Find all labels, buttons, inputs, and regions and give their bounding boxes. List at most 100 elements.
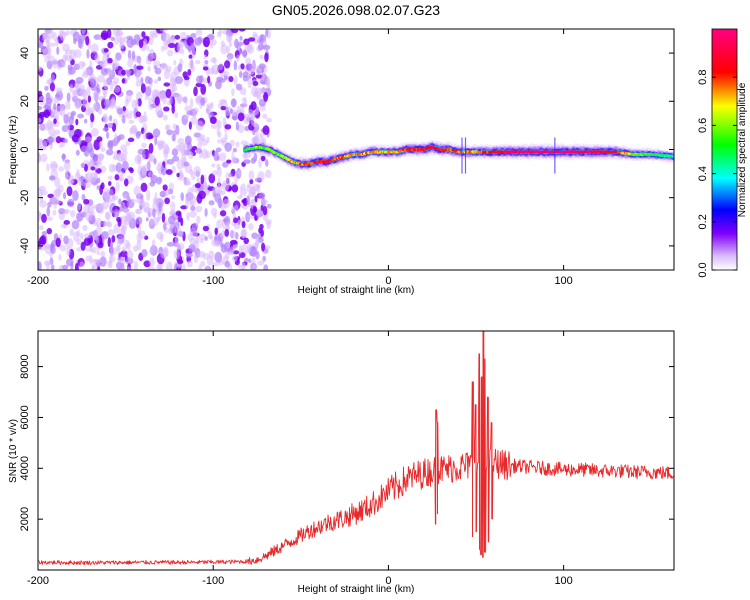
- noise-speckle: [38, 244, 46, 251]
- noise-speckle: [120, 50, 126, 55]
- noise-speckle: [96, 83, 100, 92]
- chart-title: GN05.2026.098.02.07.G23: [271, 2, 441, 18]
- noise-speckle: [180, 217, 184, 227]
- noise-speckle: [248, 73, 252, 79]
- noise-speckle: [210, 207, 218, 216]
- noise-speckle: [256, 95, 262, 100]
- noise-speckle: [40, 45, 48, 55]
- noise-speckle: [198, 264, 203, 270]
- noise-speckle: [160, 45, 165, 52]
- noise-speckle: [129, 126, 138, 134]
- noise-speckle: [107, 229, 115, 236]
- noise-speckle: [186, 141, 192, 152]
- noise-speckle: [188, 243, 196, 253]
- noise-speckle: [148, 152, 153, 162]
- snr-x-tick-label: -200: [27, 575, 49, 587]
- noise-speckle: [166, 49, 174, 57]
- noise-speckle: [171, 86, 175, 97]
- noise-speckle: [148, 34, 154, 46]
- noise-speckle: [217, 197, 223, 209]
- noise-speckle: [206, 105, 211, 115]
- noise-speckle: [231, 206, 236, 212]
- noise-speckle: [54, 105, 63, 116]
- noise-speckle: [42, 123, 51, 131]
- noise-speckle: [224, 228, 230, 237]
- noise-speckle: [238, 71, 243, 79]
- noise-speckle: [233, 60, 238, 71]
- noise-speckle: [193, 165, 201, 176]
- noise-speckle: [208, 173, 216, 184]
- snr-y-tick-label: 2000: [19, 507, 31, 531]
- noise-speckle: [55, 87, 63, 94]
- noise-speckle: [86, 86, 91, 97]
- noise-speckle: [171, 134, 176, 142]
- noise-speckle: [240, 243, 249, 255]
- noise-speckle: [38, 123, 44, 130]
- noise-speckle: [124, 69, 132, 74]
- noise-speckle: [205, 190, 210, 196]
- noise-speckle: [121, 160, 129, 171]
- noise-speckle: [147, 65, 151, 72]
- colorbar-tick-label: 0.8: [697, 70, 709, 85]
- noise-speckle: [96, 136, 103, 143]
- noise-speckle: [48, 55, 55, 64]
- noise-speckle: [205, 266, 210, 270]
- noise-speckle: [154, 79, 158, 84]
- noise-speckle: [177, 63, 183, 73]
- noise-speckle: [100, 250, 106, 257]
- noise-speckle: [133, 185, 141, 196]
- noise-speckle: [69, 119, 74, 125]
- noise-speckle: [126, 249, 134, 260]
- noise-speckle: [262, 125, 270, 136]
- noise-speckle: [74, 81, 80, 90]
- noise-speckle: [166, 158, 175, 165]
- snr-series-line: [38, 331, 674, 566]
- noise-speckle: [151, 53, 157, 59]
- noise-speckle: [114, 132, 118, 144]
- noise-speckle: [44, 244, 52, 249]
- noise-speckle: [149, 217, 154, 226]
- noise-speckle: [242, 49, 248, 59]
- noise-speckle: [191, 222, 199, 231]
- noise-speckle: [157, 143, 163, 151]
- noise-speckle: [260, 204, 264, 212]
- noise-speckle: [72, 90, 79, 99]
- colorbar-tick-label: 0.6: [697, 118, 709, 133]
- noise-speckle: [224, 60, 231, 69]
- spectrogram-y-ticks: -40 -20 0 20 40: [19, 47, 674, 254]
- noise-speckle: [163, 68, 171, 80]
- noise-speckle: [63, 235, 69, 245]
- noise-speckle: [259, 135, 264, 144]
- noise-speckle: [229, 230, 237, 239]
- noise-speckle: [126, 35, 133, 41]
- noise-speckle: [159, 29, 168, 32]
- noise-speckle: [238, 29, 246, 32]
- noise-speckle: [56, 46, 60, 55]
- noise-speckle: [123, 178, 129, 187]
- colorbar-tick-label: 0.4: [697, 166, 709, 181]
- noise-speckle: [229, 108, 233, 115]
- noise-speckle: [243, 38, 250, 46]
- noise-speckle: [193, 132, 202, 138]
- noise-speckle: [55, 237, 61, 248]
- noise-speckle: [195, 147, 203, 154]
- noise-speckle: [192, 112, 197, 118]
- noise-speckle: [38, 225, 44, 231]
- noise-speckle: [61, 60, 66, 68]
- noise-speckle: [101, 97, 106, 109]
- noise-speckle: [194, 37, 202, 46]
- noise-speckle: [121, 114, 126, 124]
- noise-speckle: [230, 29, 239, 34]
- noise-speckle: [98, 140, 104, 149]
- noise-speckle: [101, 201, 109, 210]
- noise-speckle: [75, 212, 84, 222]
- noise-speckle: [44, 85, 49, 91]
- noise-speckle: [187, 187, 193, 198]
- noise-speckle: [134, 198, 142, 203]
- noise-speckle: [187, 68, 192, 76]
- noise-speckle: [129, 110, 133, 115]
- noise-speckle: [133, 260, 138, 270]
- noise-speckle: [113, 63, 119, 70]
- noise-speckle: [189, 97, 194, 109]
- noise-speckle: [246, 195, 250, 205]
